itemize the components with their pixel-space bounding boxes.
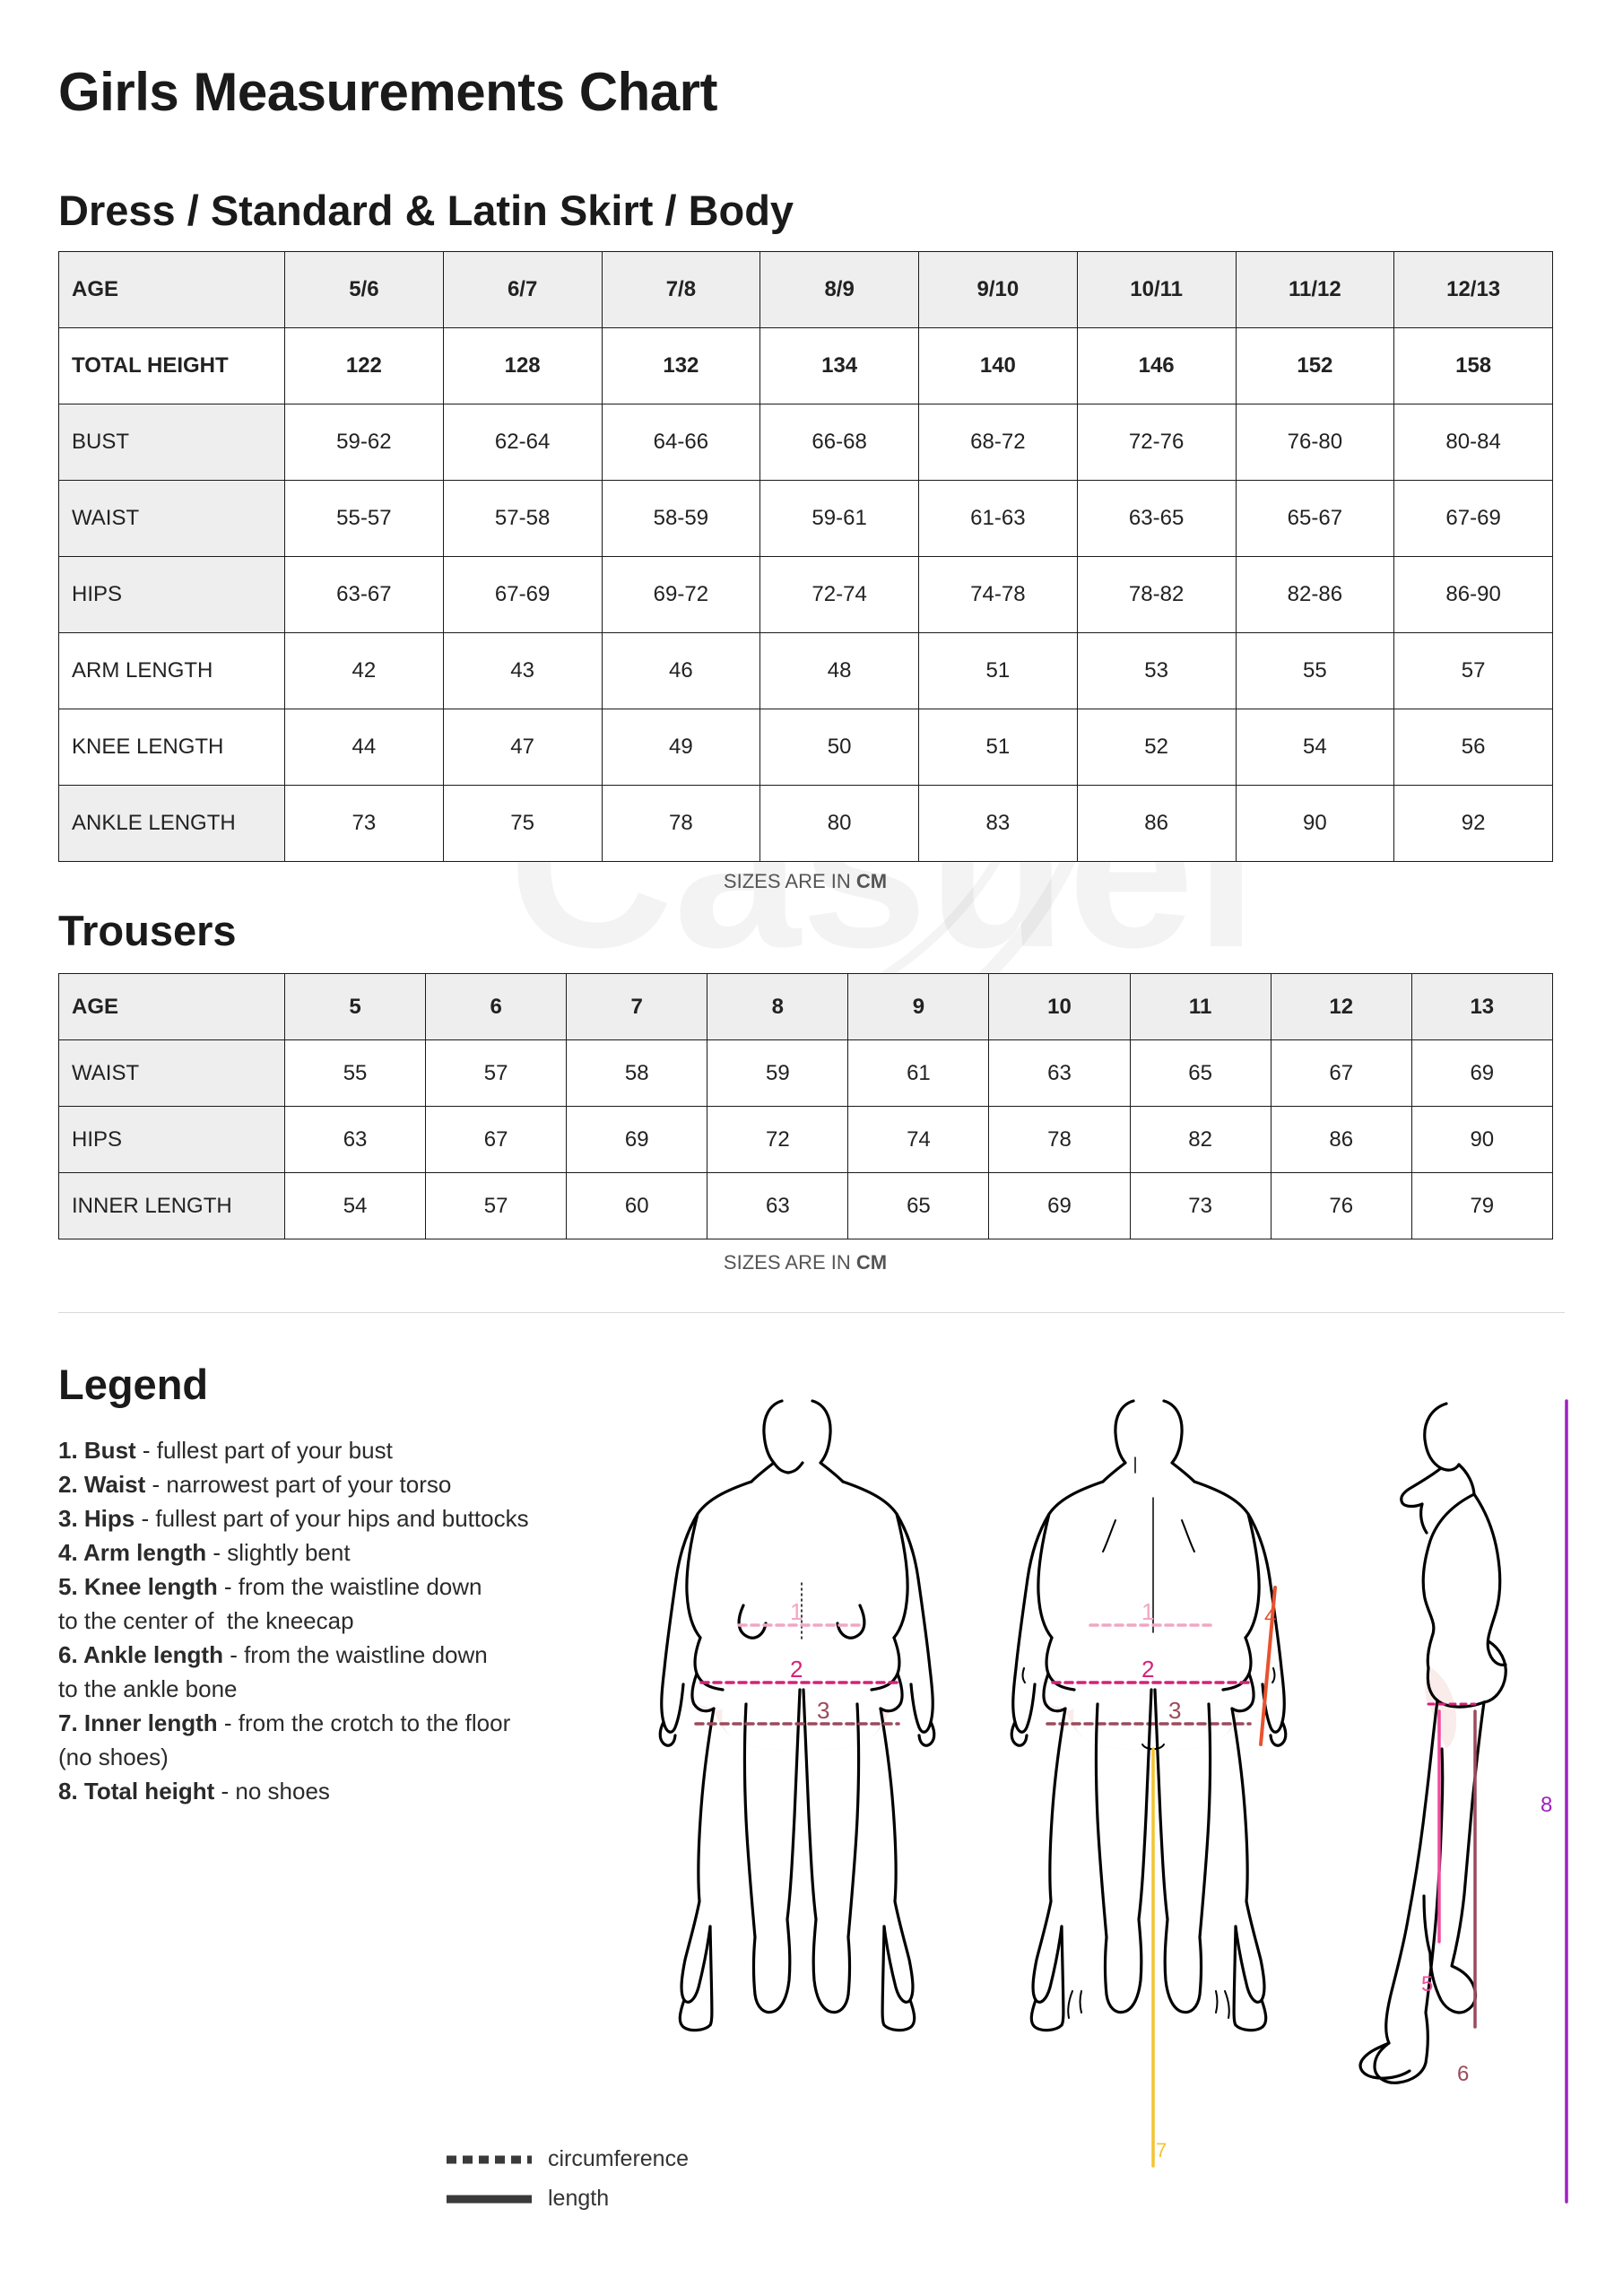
svg-text:2: 2 <box>1141 1656 1154 1683</box>
svg-text:4: 4 <box>1264 1605 1276 1629</box>
svg-text:2: 2 <box>790 1656 803 1683</box>
svg-text:8: 8 <box>1541 1793 1552 1817</box>
svg-text:1: 1 <box>790 1598 803 1625</box>
svg-text:5: 5 <box>1421 1972 1433 1996</box>
svg-text:3: 3 <box>1168 1697 1181 1724</box>
svg-text:7: 7 <box>1156 2139 1167 2161</box>
svg-text:6: 6 <box>1457 2062 1469 2086</box>
svg-text:1: 1 <box>1141 1598 1154 1625</box>
svg-text:3: 3 <box>817 1697 829 1724</box>
